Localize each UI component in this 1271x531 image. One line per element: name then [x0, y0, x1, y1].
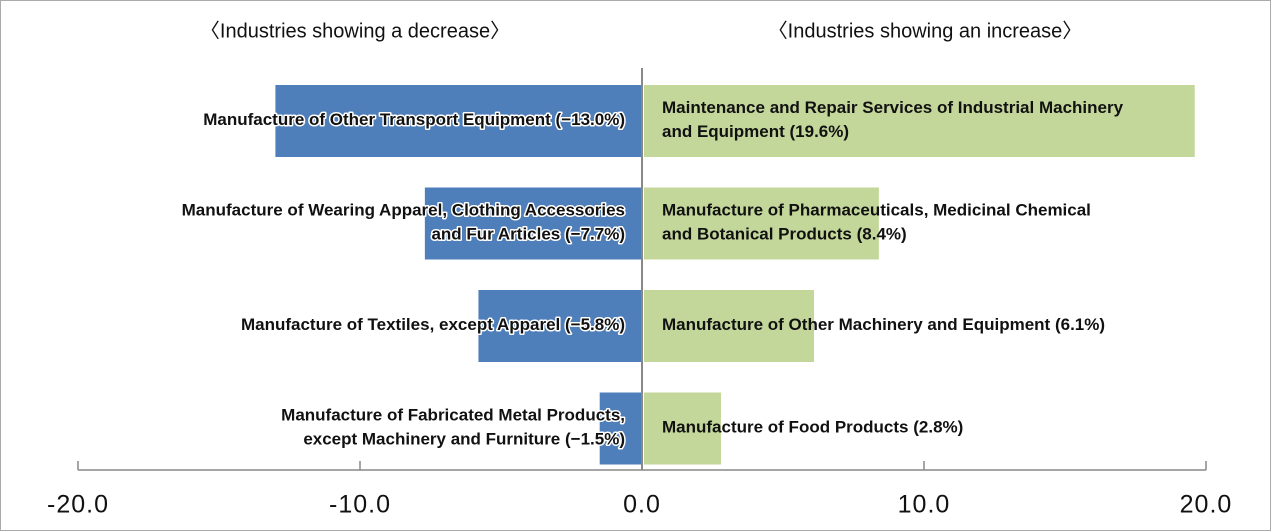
value-label: (−1.5%) — [565, 430, 625, 449]
value-label: (6.1%) — [1055, 315, 1105, 334]
label-line: Maintenance and Repair Services of Indus… — [662, 98, 1124, 117]
bar — [644, 392, 721, 465]
label-line: Manufacture of Pharmaceuticals, Medicina… — [662, 201, 1091, 220]
value-label: (−5.8%) — [565, 315, 625, 334]
bar-label: Manufacture of Food Products (2.8%) — [662, 418, 963, 437]
label-line: and Equipment — [662, 122, 785, 141]
label-line: Manufacture of Other Transport Equipment — [203, 110, 551, 129]
bar-label: Manufacture of Pharmaceuticals, Medicina… — [662, 201, 1091, 244]
label-line: Manufacture of Food Products — [662, 418, 909, 437]
value-label: (19.6%) — [790, 122, 850, 141]
bar — [478, 290, 641, 362]
bar-label: Manufacture of Wearing Apparel, Clothing… — [182, 201, 625, 244]
left-header: 〈Industries showing a decrease〉 — [200, 20, 510, 42]
bar-label: Manufacture of Other Machinery and Equip… — [662, 315, 1105, 334]
bar — [424, 187, 641, 260]
bar — [644, 290, 815, 362]
label-line: Manufacture of Fabricated Metal Products… — [281, 406, 625, 425]
bar — [644, 187, 879, 260]
label-line: Manufacture of Wearing Apparel, Clothing… — [182, 201, 625, 220]
bar — [644, 85, 1195, 157]
bar — [599, 392, 641, 465]
bar-label: Manufacture of Textiles, except Apparel … — [241, 315, 625, 334]
label-line: and Botanical Products — [662, 225, 852, 244]
bar-label: Maintenance and Repair Services of Indus… — [662, 98, 1124, 141]
value-label: (−7.7%) — [565, 225, 625, 244]
label-line: and Fur Articles — [431, 225, 560, 244]
bar-label: Manufacture of Fabricated Metal Products… — [281, 406, 625, 449]
label-line: Manufacture of Textiles, except Apparel — [241, 315, 560, 334]
value-label: (8.4%) — [857, 225, 907, 244]
x-tick-label: -20.0 — [47, 491, 109, 519]
x-tick-label: 10.0 — [898, 491, 951, 519]
x-tick-label: -10.0 — [329, 491, 391, 519]
bar — [275, 85, 641, 157]
label-line: except Machinery and Furniture — [303, 430, 560, 449]
x-tick-label: 0.0 — [623, 491, 661, 519]
value-label: (−13.0%) — [556, 110, 625, 129]
label-line: Manufacture of Other Machinery and Equip… — [662, 315, 1051, 334]
value-label: (2.8%) — [913, 418, 963, 437]
right-header: 〈Industries showing an increase〉 — [768, 20, 1083, 42]
bar-label: Manufacture of Other Transport Equipment… — [203, 110, 625, 129]
x-tick-label: 20.0 — [1180, 491, 1233, 519]
